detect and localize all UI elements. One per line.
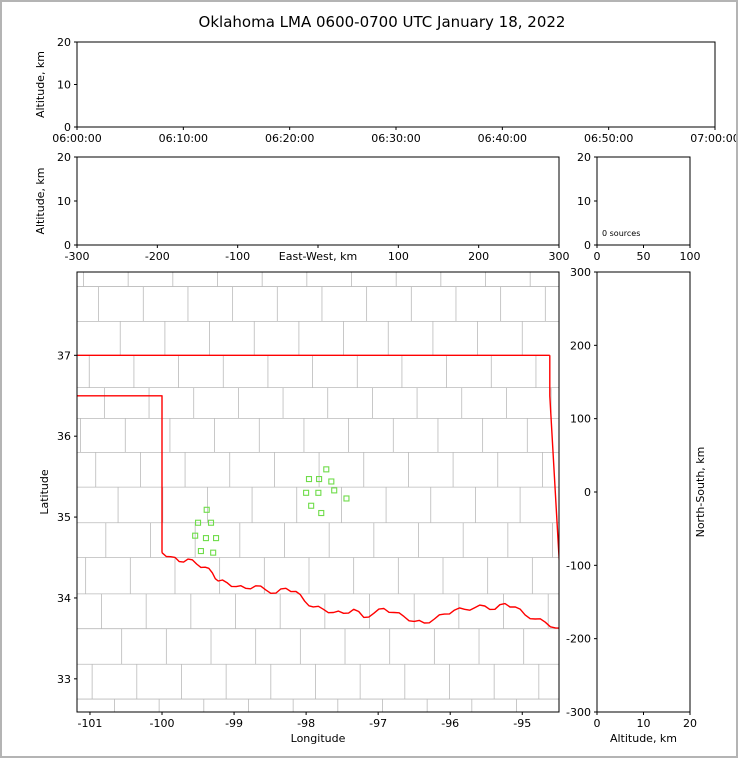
- lma-source-marker: [315, 489, 322, 496]
- ew-y-tick-label: 10: [57, 195, 71, 208]
- map-x-axis-label: Longitude: [291, 732, 346, 745]
- ew-x-tick-label: -300: [65, 250, 90, 263]
- state-border-path: [549, 355, 559, 569]
- lma-source-marker: [303, 489, 310, 496]
- lma-source-marker: [331, 487, 338, 494]
- ew-y-tick-label: 0: [64, 239, 71, 252]
- ns-x-tick-label: 20: [683, 717, 697, 730]
- map-y-axis-label: Latitude: [38, 469, 51, 515]
- time-y-axis-label: Altitude, km: [34, 51, 47, 118]
- ew-x-tick-label: 100: [388, 250, 409, 263]
- map-x-tick-label: -97: [369, 717, 387, 730]
- map-y-tick-label: 37: [57, 349, 71, 362]
- time-x-tick-label: 06:10:00: [159, 132, 208, 145]
- map-y-tick-label: 34: [57, 592, 71, 605]
- map-x-tick-label: -100: [150, 717, 175, 730]
- hist-x-tick-label: 100: [680, 250, 701, 263]
- time-x-tick-label: 06:30:00: [371, 132, 420, 145]
- hist-y-tick-label: 0: [584, 239, 591, 252]
- lma-source-marker: [203, 506, 210, 513]
- lma-source-marker: [318, 509, 325, 517]
- ns-y-tick-label: 100: [570, 413, 591, 426]
- map-content: [77, 272, 559, 712]
- ns-x-tick-label: 0: [594, 717, 601, 730]
- hist-y-tick-label: 20: [577, 151, 591, 164]
- lma-source-marker: [192, 532, 199, 539]
- altitude-vs-time-panel: [76, 41, 716, 128]
- ns-y-tick-label: -200: [566, 633, 591, 646]
- altitude-vs-east-west-panel: [76, 156, 560, 246]
- ew-x-axis-label: East-West, km: [279, 250, 357, 263]
- ew-x-tick-label: -200: [145, 250, 170, 263]
- map-x-tick-label: -101: [77, 717, 102, 730]
- time-x-tick-label: 06:40:00: [478, 132, 527, 145]
- ew-y-axis-label: Altitude, km: [34, 167, 47, 234]
- lma-source-marker: [323, 466, 330, 473]
- ew-x-tick-label: -100: [225, 250, 250, 263]
- north-south-vs-altitude-panel: [596, 271, 691, 713]
- ns-y-tick-label: 0: [584, 486, 591, 499]
- lma-source-marker: [197, 547, 204, 555]
- ns-y-axis-label: North-South, km: [694, 447, 707, 538]
- lma-source-marker: [202, 535, 210, 542]
- ew-y-tick-label: 20: [57, 151, 71, 164]
- lma-source-marker: [213, 535, 220, 542]
- hist-x-tick-label: 50: [637, 250, 651, 263]
- hist-x-tick-label: 0: [594, 250, 601, 263]
- map-y-tick-label: 36: [57, 430, 71, 443]
- time-y-tick-label: 20: [57, 36, 71, 49]
- lma-source-marker: [207, 519, 215, 526]
- ns-y-tick-label: -100: [566, 559, 591, 572]
- lma-source-marker: [328, 478, 335, 485]
- plan-view-map-panel: [76, 271, 560, 713]
- state-border-path: [161, 552, 559, 629]
- lma-sources: [192, 466, 350, 556]
- lma-source-marker: [305, 476, 313, 483]
- ns-y-tick-label: 200: [570, 339, 591, 352]
- ns-y-tick-label: -300: [566, 706, 591, 719]
- ns-x-axis-label: Altitude, km: [610, 732, 677, 745]
- state-border-path: [77, 395, 163, 553]
- time-x-tick-label: 07:00:00: [690, 132, 738, 145]
- map-y-tick-label: 35: [57, 511, 71, 524]
- lma-source-marker: [210, 549, 217, 556]
- ew-x-tick-label: 200: [468, 250, 489, 263]
- ew-x-tick-label: 300: [549, 250, 570, 263]
- map-x-tick-label: -96: [441, 717, 459, 730]
- time-x-tick-label: 06:50:00: [584, 132, 633, 145]
- map-y-tick-label: 33: [57, 673, 71, 686]
- time-y-tick-label: 0: [64, 121, 71, 134]
- map-x-tick-label: -98: [297, 717, 315, 730]
- time-x-tick-label: 06:20:00: [265, 132, 314, 145]
- source-count-annotation: 0 sources: [602, 229, 640, 238]
- map-x-tick-label: -99: [225, 717, 243, 730]
- ns-y-tick-label: 300: [570, 266, 591, 279]
- hist-y-tick-label: 10: [577, 195, 591, 208]
- ns-x-tick-label: 10: [637, 717, 651, 730]
- lma-source-marker: [343, 495, 350, 502]
- state-border: [77, 354, 559, 629]
- map-x-tick-label: -95: [513, 717, 531, 730]
- time-x-tick-label: 06:00:00: [52, 132, 101, 145]
- lma-source-marker: [308, 502, 315, 509]
- figure-title: Oklahoma LMA 0600-0700 UTC January 18, 2…: [198, 13, 566, 31]
- time-y-tick-label: 10: [57, 79, 71, 92]
- lma-source-marker: [194, 519, 202, 526]
- lma-source-marker: [316, 476, 323, 483]
